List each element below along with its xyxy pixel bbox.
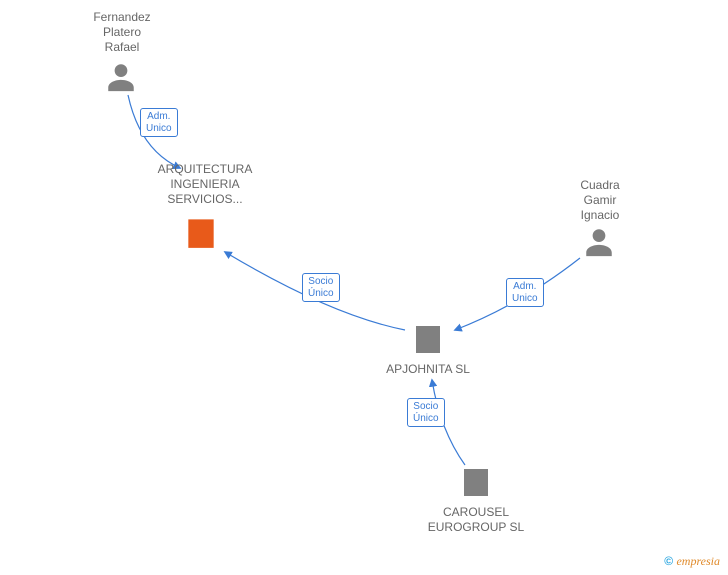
node-label-carousel: CAROUSEL EUROGROUP SL bbox=[416, 505, 536, 535]
person-icon bbox=[582, 225, 616, 259]
building-icon bbox=[410, 320, 446, 356]
edge-label-adm-unico: Adm. Unico bbox=[506, 278, 544, 307]
edge-label-socio-unico: Socio Único bbox=[407, 398, 445, 427]
attribution: © empresia bbox=[664, 554, 720, 569]
diagram-canvas: Fernandez Platero Rafael ARQUITECTURA IN… bbox=[0, 0, 728, 575]
node-label-arquitectura: ARQUITECTURA INGENIERIA SERVICIOS... bbox=[145, 162, 265, 207]
brand-name: empresia bbox=[676, 554, 720, 568]
building-icon bbox=[458, 463, 494, 499]
copyright-symbol: © bbox=[664, 554, 673, 568]
edge-label-adm-unico: Adm. Unico bbox=[140, 108, 178, 137]
building-icon bbox=[182, 213, 220, 251]
person-icon bbox=[104, 60, 138, 94]
node-label-cuadra: Cuadra Gamir Ignacio bbox=[565, 178, 635, 223]
node-label-fernandez: Fernandez Platero Rafael bbox=[82, 10, 162, 55]
node-label-apjohnita: APJOHNITA SL bbox=[378, 362, 478, 377]
edge-label-socio-unico: Socio Único bbox=[302, 273, 340, 302]
